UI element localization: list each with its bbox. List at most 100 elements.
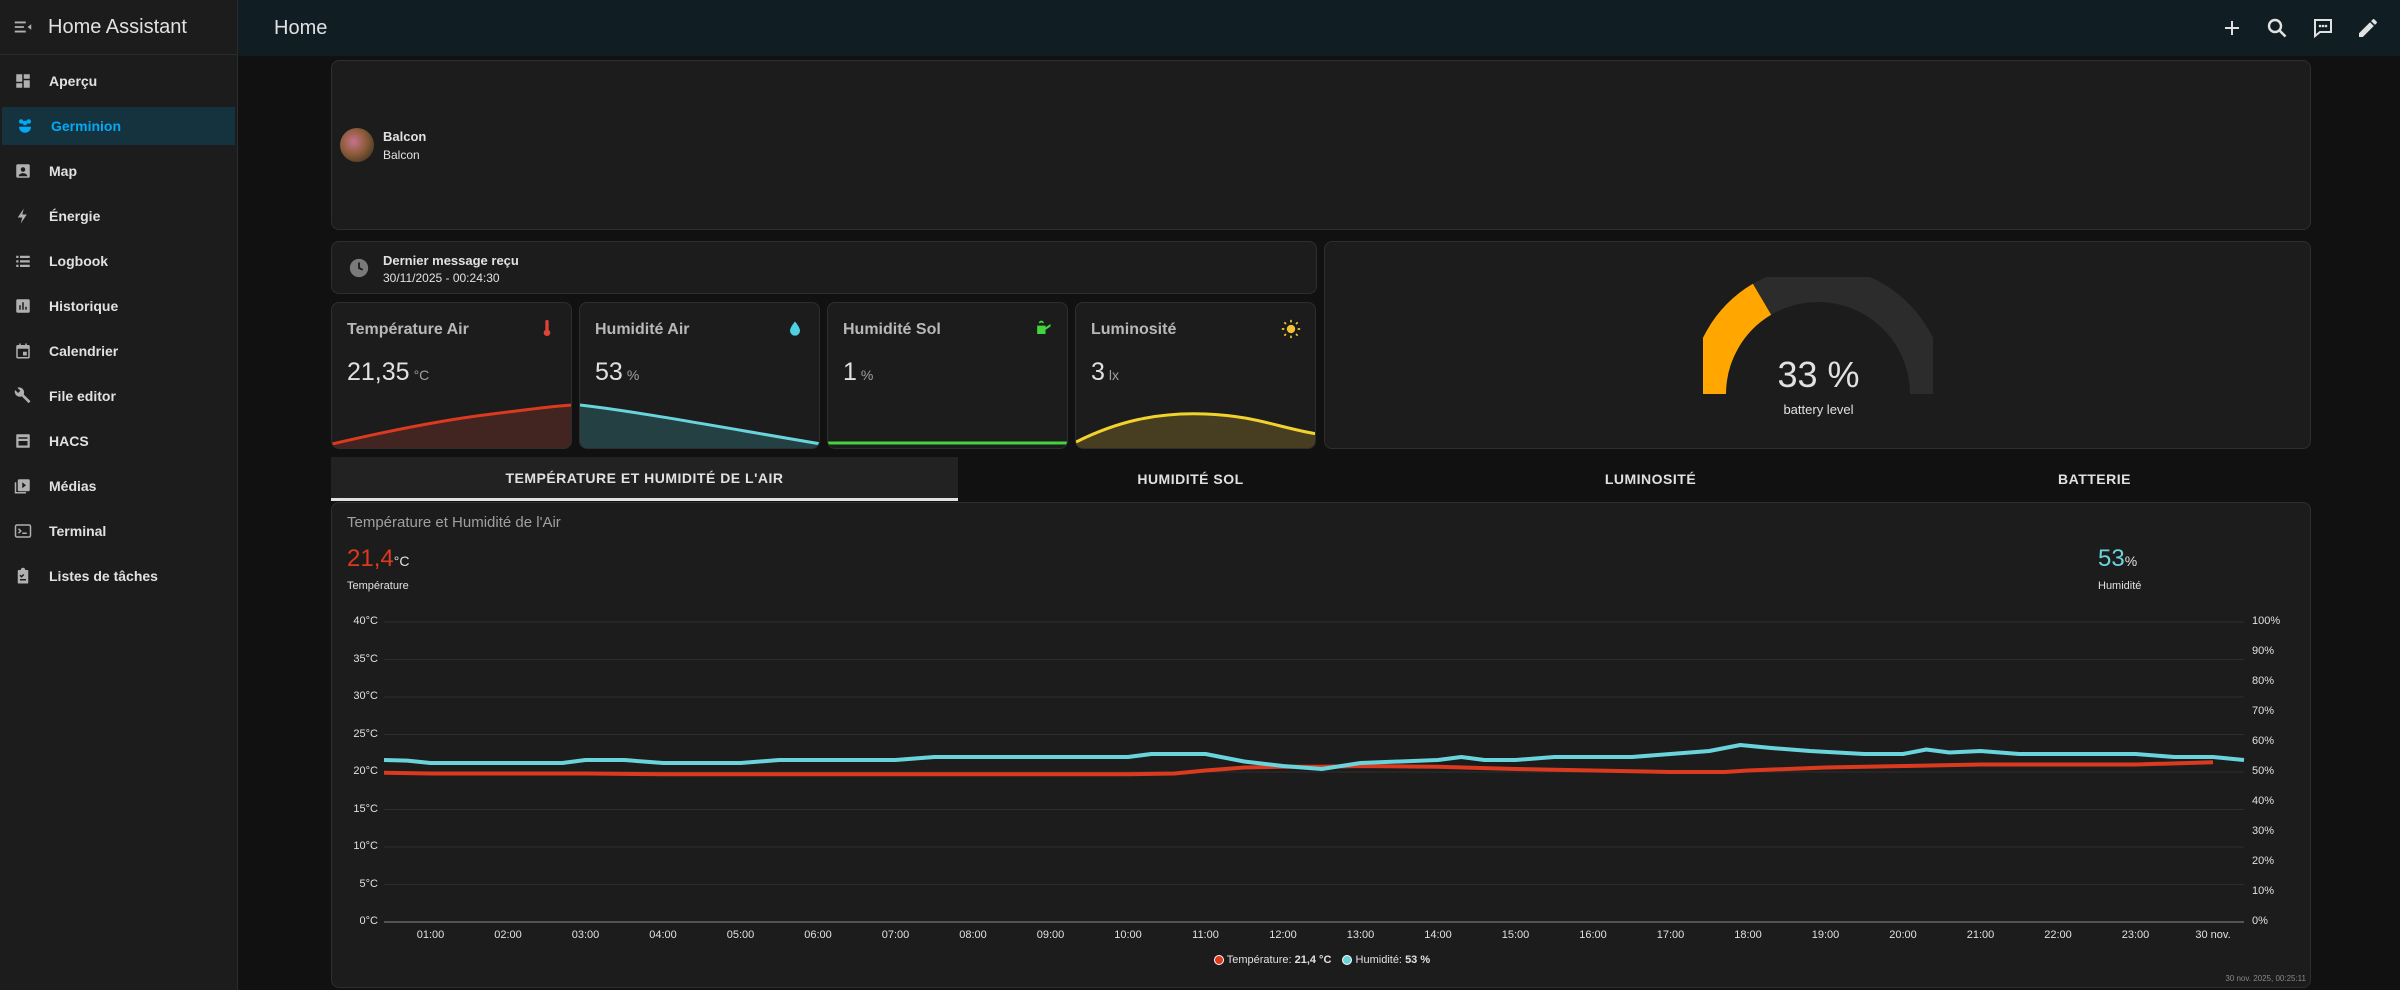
watering-can-icon — [1037, 320, 1051, 334]
legend-item-temperature[interactable]: Température: 21,4 °C — [1213, 954, 1335, 966]
sidebar-item-label: File editor — [49, 388, 116, 404]
sensor-card-luminosite[interactable]: Luminosité 3 lx — [1075, 302, 1316, 449]
sensor-value-number: 1 — [843, 358, 857, 386]
sidebar-item-label: Aperçu — [49, 73, 98, 89]
battery-gauge — [1703, 277, 1933, 395]
y-left-tick-label: 20°C — [353, 765, 378, 777]
x-tick-label: 17:00 — [1656, 929, 1685, 941]
tab-batterie[interactable]: BATTERIE — [1878, 457, 2311, 501]
battery-value: 33 % — [1777, 354, 1860, 395]
x-tick-label: 04:00 — [649, 929, 677, 941]
sidebar-item-label: Calendrier — [49, 343, 119, 359]
x-tick-label: 09:00 — [1036, 929, 1065, 941]
sensor-sparkline — [332, 403, 571, 448]
tab-label: LUMINOSITÉ — [1604, 471, 1697, 487]
x-tick-label: 13:00 — [1346, 929, 1375, 941]
y-right-tick-label: 20% — [2252, 855, 2275, 867]
y-right-tick-label: 30% — [2252, 825, 2275, 837]
y-left-tick-label: 35°C — [353, 652, 378, 665]
sensor-card-temperature-air[interactable]: Température Air 21,35 °C — [331, 302, 572, 449]
tab-humidite-sol[interactable]: HUMIDITÉ SOL — [958, 457, 1423, 501]
y-right-tick-label: 60% — [2252, 735, 2275, 747]
app-title: Home Assistant — [48, 15, 187, 38]
tab-luminosite[interactable]: LUMINOSITÉ — [1423, 457, 1878, 501]
humidity-current-label: Humidité — [2098, 580, 2142, 592]
tab-label: HUMIDITÉ SOL — [1137, 471, 1244, 487]
sidebar-item-germinion[interactable]: Germinion — [2, 107, 235, 145]
x-tick-label: 20:00 — [1889, 929, 1917, 941]
sidebar-item-logbook[interactable]: Logbook — [0, 242, 235, 280]
y-right-tick-label: 10% — [2252, 885, 2275, 897]
sensor-unit: °C — [413, 367, 430, 383]
sensor-sparkline — [1076, 412, 1315, 448]
plant-card[interactable]: Balcon Balcon — [331, 60, 2311, 230]
legend-label-temperature: Température: — [1226, 954, 1292, 966]
sidebar-item-label: HACS — [49, 433, 89, 449]
sensor-name: Humidité Air — [595, 321, 690, 338]
sidebar-item-label: Map — [49, 163, 77, 179]
y-right-tick-label: 100% — [2252, 615, 2281, 627]
legend-item-humidity[interactable]: Humidité: 53 % — [1342, 954, 1430, 966]
chart-title: Température et Humidité de l'Air — [347, 514, 561, 531]
x-tick-label: 16:00 — [1579, 929, 1607, 941]
clipboard-icon — [13, 566, 33, 586]
hacs-icon — [13, 431, 33, 451]
temperature-current-unit: °C — [393, 553, 410, 569]
sidebar-item-file-editor[interactable]: File editor — [0, 377, 235, 415]
legend-label-humidity: Humidité: — [1355, 954, 1402, 966]
battery-gauge-card[interactable]: 33 % battery level — [1324, 241, 2311, 449]
last-message-card[interactable]: Dernier message reçu 30/11/2025 - 00:24:… — [331, 241, 1317, 294]
sidebar-item-label: Médias — [49, 478, 97, 494]
y-right-tick-label: 70% — [2252, 705, 2275, 717]
y-left-tick-label: 10°C — [353, 840, 378, 852]
assist-chat-icon[interactable] — [2311, 16, 2335, 40]
dashboard-icon — [13, 71, 33, 91]
sidebar-item-listes-de-taches[interactable]: Listes de tâches — [0, 557, 235, 595]
sensor-card-humidite-air[interactable]: Humidité Air 53% — [579, 302, 820, 449]
y-left-tick-label: 5°C — [359, 877, 378, 890]
y-left-tick-label: 15°C — [353, 802, 378, 815]
calendar-icon — [13, 341, 33, 361]
y-left-tick-label: 0°C — [359, 915, 378, 927]
temperature-current-value: 21,4 — [347, 545, 394, 572]
sensor-value: 53% — [595, 358, 639, 387]
sensor-value: 21,35 °C — [347, 358, 429, 387]
sensor-value-number: 21,35 — [347, 358, 410, 386]
sensor-unit: lx — [1108, 367, 1120, 383]
sensor-unit: % — [860, 367, 874, 383]
humidity-current-value: 53 — [2098, 545, 2125, 572]
x-tick-label: 02:00 — [494, 929, 522, 941]
sidebar-item-medias[interactable]: Médias — [0, 467, 235, 505]
x-tick-label: 05:00 — [726, 929, 755, 941]
sidebar-item-historique[interactable]: Historique — [0, 287, 235, 325]
x-tick-label: 12:00 — [1269, 929, 1297, 941]
x-tick-label: 03:00 — [571, 929, 600, 941]
humidity-current-unit: % — [2124, 553, 2138, 569]
x-tick-label: 11:00 — [1192, 929, 1219, 941]
sidebar-item-hacs[interactable]: HACS — [0, 422, 235, 460]
sensor-name: Température Air — [347, 321, 469, 338]
menu-collapse-icon[interactable] — [12, 16, 34, 38]
x-tick-label: 30 nov. — [2195, 929, 2231, 941]
flower-icon — [15, 116, 35, 136]
sidebar-item-map[interactable]: Map — [0, 152, 235, 190]
sidebar-item-terminal[interactable]: Terminal — [0, 512, 235, 550]
temperature-current-label: Température — [347, 580, 409, 592]
edit-pencil-icon[interactable] — [2356, 16, 2380, 40]
media-icon — [13, 476, 33, 496]
sidebar-item-apercu[interactable]: Aperçu — [0, 62, 235, 100]
tab-temperature-humidite-air[interactable]: TEMPÉRATURE ET HUMIDITÉ DE L'AIR — [331, 457, 958, 501]
add-icon[interactable] — [2220, 16, 2244, 40]
sidebar-item-calendrier[interactable]: Calendrier — [0, 332, 235, 370]
search-icon[interactable] — [2265, 16, 2289, 40]
tab-label: BATTERIE — [2058, 471, 2131, 487]
y-right-tick-label: 40% — [2252, 795, 2275, 807]
y-left-tick-label: 40°C — [353, 615, 378, 627]
line-chart[interactable] — [332, 503, 2312, 989]
series-line-humidit[interactable] — [383, 743, 2245, 771]
sensor-sparkline — [580, 403, 819, 448]
sensor-value: 3 lx — [1091, 358, 1119, 387]
sidebar-item-energie[interactable]: Énergie — [0, 197, 235, 235]
last-message-value: 30/11/2025 - 00:24:30 — [383, 271, 500, 285]
sensor-card-humidite-sol[interactable]: Humidité Sol 1% — [827, 302, 1068, 449]
